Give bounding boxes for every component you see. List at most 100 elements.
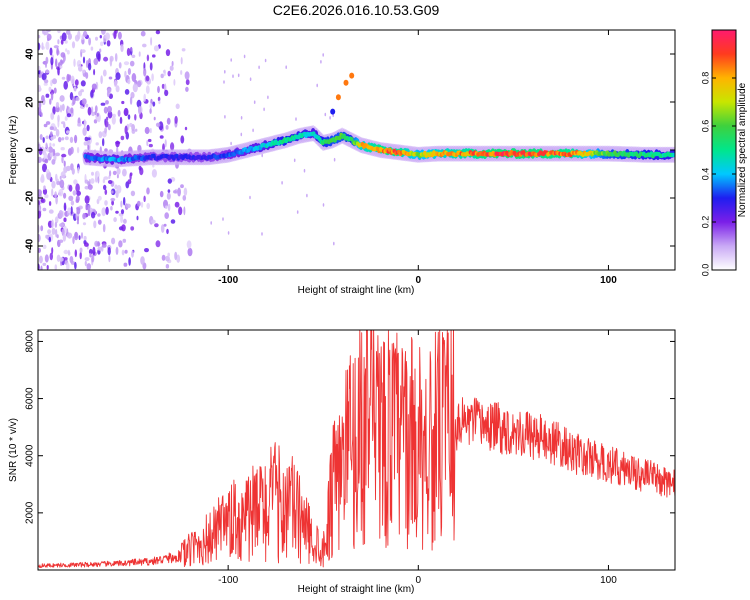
noise-speckle: [70, 261, 76, 265]
noise-speckle: [147, 138, 152, 143]
x-tick-label: -100: [218, 575, 238, 586]
noise-speckle: [63, 257, 68, 261]
noise-speckle: [83, 141, 88, 146]
noise-speckle: [73, 86, 77, 92]
noise-speckle: [329, 116, 331, 120]
noise-speckle: [293, 158, 296, 163]
noise-speckle: [90, 46, 94, 51]
noise-speckle: [87, 204, 91, 211]
noise-speckle: [59, 65, 63, 69]
noise-speckle: [59, 239, 64, 243]
noise-speckle: [105, 206, 109, 215]
noise-speckle: [74, 34, 80, 42]
noise-speckle: [56, 47, 59, 56]
noise-speckle: [76, 60, 82, 68]
noise-speckle: [89, 252, 92, 258]
noise-speckle: [131, 124, 136, 132]
noise-speckle: [71, 41, 76, 49]
noise-speckle: [66, 73, 70, 83]
colorbar-ticks: 0.0 0.2 0.4 0.6 0.8: [700, 72, 736, 277]
noise-speckle: [70, 146, 74, 155]
noise-speckle: [80, 49, 86, 53]
noise-speckle: [160, 73, 164, 79]
noise-speckle: [55, 101, 60, 108]
noise-speckle: [187, 247, 193, 257]
noise-speckle: [121, 249, 125, 256]
noise-speckle: [177, 187, 182, 197]
noise-speckle: [40, 175, 45, 183]
noise-speckle: [223, 80, 225, 84]
noise-speckle: [240, 116, 243, 120]
noise-speckle: [77, 123, 82, 127]
noise-speckle: [82, 222, 87, 226]
noise-speckle: [98, 131, 103, 139]
noise-speckle: [93, 119, 98, 124]
noise-speckle: [43, 79, 49, 84]
noise-speckle: [69, 136, 74, 143]
noise-speckle: [94, 105, 98, 113]
noise-speckle: [131, 73, 137, 82]
noise-speckle: [53, 87, 57, 94]
noise-speckle: [112, 170, 117, 176]
noise-speckle: [120, 200, 123, 208]
noise-speckle: [63, 80, 68, 90]
noise-speckle: [253, 100, 256, 104]
noise-speckle: [184, 71, 190, 80]
colorbar: 0.0 0.2 0.4 0.6 0.8 Normalized spectral ampl…: [700, 29, 748, 277]
noise-speckle: [184, 126, 188, 131]
ridge-branch-blob: [349, 72, 355, 79]
noise-speckle: [56, 234, 59, 239]
noise-speckle: [129, 60, 135, 67]
noise-speckle: [123, 218, 127, 224]
noise-speckle: [59, 59, 63, 66]
noise-speckle: [45, 41, 50, 50]
noise-speckle: [155, 240, 161, 248]
noise-speckle: [166, 192, 171, 200]
noise-speckle: [75, 183, 80, 193]
noise-speckle: [96, 51, 101, 60]
noise-speckle: [60, 39, 64, 45]
noise-speckle: [285, 65, 288, 69]
noise-speckle: [146, 202, 150, 210]
noise-speckle: [70, 75, 75, 85]
noise-speckle: [151, 73, 154, 82]
noise-speckle: [320, 60, 322, 64]
noise-speckle: [127, 68, 131, 75]
noise-speckle: [144, 248, 149, 253]
noise-speckle: [108, 76, 113, 80]
noise-speckle: [67, 232, 73, 239]
noise-speckle: [169, 65, 174, 71]
noise-speckle: [129, 96, 133, 105]
colorbar-tick-label: 0.0: [700, 264, 710, 277]
noise-speckle: [174, 115, 178, 124]
noise-speckle: [101, 207, 106, 217]
noise-speckle: [153, 116, 156, 121]
noise-speckle: [63, 249, 69, 255]
snr-y-axis-label: SNR (10 * v/v): [8, 418, 19, 482]
noise-speckle: [62, 233, 67, 242]
noise-speckle: [105, 100, 109, 105]
noise-speckle: [48, 236, 51, 243]
noise-speckle: [124, 89, 130, 95]
noise-speckle: [72, 190, 77, 196]
noise-speckle: [145, 75, 150, 82]
y-tick-label: -40: [25, 238, 36, 253]
noise-speckle: [138, 51, 141, 57]
noise-speckle: [42, 244, 47, 249]
noise-speckle: [93, 58, 99, 66]
noise-speckle: [64, 116, 68, 121]
noise-speckle: [70, 200, 75, 206]
noise-speckle: [135, 128, 138, 132]
noise-speckle: [43, 123, 48, 128]
noise-speckle: [74, 231, 79, 241]
noise-speckle: [93, 220, 97, 229]
noise-speckle: [44, 158, 49, 164]
noise-speckle: [115, 72, 121, 80]
noise-speckle: [167, 178, 172, 184]
noise-speckle: [97, 176, 100, 184]
noise-speckle: [39, 134, 43, 140]
colorbar-tick-label: 0.4: [700, 168, 710, 181]
noise-speckle: [83, 30, 88, 38]
noise-speckle: [120, 215, 124, 224]
noise-speckle: [65, 30, 71, 35]
